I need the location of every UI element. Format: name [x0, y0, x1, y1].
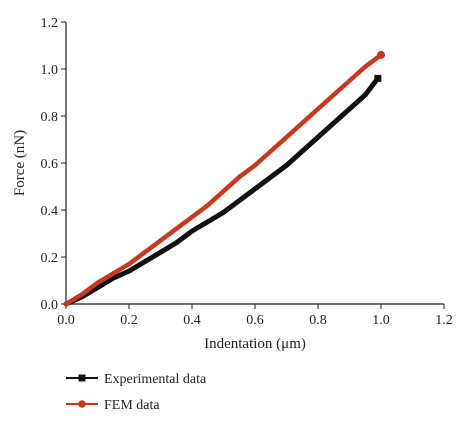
legend-label: Experimental data [104, 372, 207, 387]
y-tick-label: 0.6 [41, 157, 59, 172]
y-axis-title: Force (nN) [12, 130, 28, 196]
legend-marker-square [78, 374, 86, 382]
x-tick-label: 1.2 [435, 313, 453, 328]
axes: 0.0 0.2 0.4 0.6 0.8 1.0 1.2 0.0 0.2 0.4 0.6 0.8 1.0 1… [41, 16, 453, 328]
legend: Experimental data FEM data [66, 372, 207, 413]
y-tick-label: 1.0 [41, 63, 59, 78]
y-tick-label: 1.2 [41, 16, 59, 31]
x-tick-label: 0.2 [120, 313, 138, 328]
y-tick-label: 0.0 [41, 298, 59, 313]
series-line-experimental [63, 75, 381, 307]
x-tick-label: 0.0 [57, 313, 75, 328]
series-line-fem [63, 52, 384, 307]
y-tick-label: 0.8 [41, 110, 59, 125]
x-tick-label: 0.4 [183, 313, 201, 328]
series-layer [63, 50, 385, 307]
legend-marker-circle [78, 400, 86, 408]
x-tick-label: 0.6 [246, 313, 264, 328]
x-tick-label: 1.0 [372, 313, 390, 328]
series-end-marker-square [374, 74, 382, 82]
series-end-marker-circle [377, 50, 385, 59]
y-tick-label: 0.2 [41, 251, 59, 266]
y-tick-label: 0.4 [41, 204, 59, 219]
x-axis-title: Indentation (μm) [204, 336, 306, 352]
x-tick-label: 0.8 [309, 313, 327, 328]
legend-label: FEM data [104, 398, 160, 413]
